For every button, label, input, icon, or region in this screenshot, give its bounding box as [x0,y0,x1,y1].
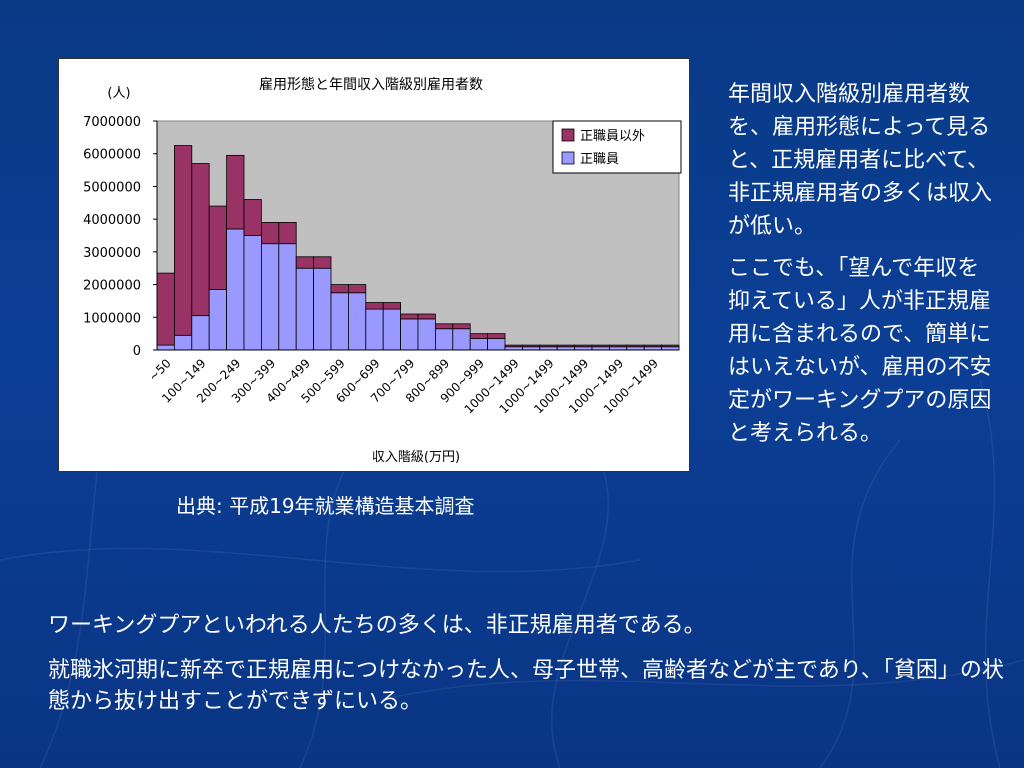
side-paragraph-2: ここでも、「望んで年収を抑えている」人が非正規雇用に含まれるので、簡単にはいえな… [728,256,992,446]
bar-regular [452,328,471,351]
bar-non-regular [243,199,262,236]
y-tick-label: 6000000 [83,148,141,163]
x-tick-label: ~50 [146,356,174,384]
bar-non-regular [626,344,645,348]
bar-regular [191,315,210,351]
bottom-paragraph-1: ワーキングプアといわれる人たちの多くは、非正規雇用者である。 [48,613,706,638]
bar-regular [243,235,262,351]
source-citation: 出典: 平成19年就業構造基本調査 [176,494,475,518]
legend-swatch [561,151,575,165]
bar-regular [156,344,175,351]
bottom-paragraph-2: 就職氷河期に新卒で正規雇用につけなかった人、母子世帯、高齢者などが主であり、「貧… [48,658,1004,714]
bar-regular [434,328,454,351]
bar-regular [382,308,402,351]
side-paragraph-1: 年間収入階級別雇用者数を、雇用形態によって見ると、正規雇用者に比べて、非正規雇用… [728,82,993,239]
y-tick-label: 3000000 [83,246,141,261]
bar-non-regular [487,333,506,339]
bar-non-regular [208,205,227,290]
bar-non-regular [226,154,245,230]
bar-non-regular [643,344,663,348]
bar-non-regular [260,222,280,245]
bar-regular [295,267,314,351]
bar-regular [278,243,297,351]
bar-non-regular [452,323,471,330]
bar-non-regular [313,256,332,269]
chart-panel: 雇用形態と年間収入階級別雇用者数 (人) 収入階級(万円) 7000000 600… [58,58,690,472]
legend-label: 正職員 [580,152,619,167]
bar-regular [226,228,245,351]
bar-regular [469,338,489,351]
stacked-bar-chart: 雇用形態と年間収入階級別雇用者数 (人) 収入階級(万円) 7000000 600… [83,76,682,465]
y-tick-label: 1000000 [83,311,141,326]
bar-non-regular [609,344,628,348]
bar-regular [487,338,506,351]
y-tick-label: 0 [133,344,141,359]
bar-non-regular [556,344,576,348]
bar-regular [347,292,367,351]
y-tick-label: 5000000 [83,180,141,195]
chart-title: 雇用形態と年間収入階級別雇用者数 [259,76,483,93]
bar-non-regular [521,344,541,348]
bar-regular [260,243,280,351]
bar-regular [400,318,419,351]
bar-non-regular [434,323,454,330]
bar-non-regular [504,344,523,348]
bar-non-regular [295,256,314,269]
bar-non-regular [539,344,558,348]
y-tick-label: 2000000 [83,279,141,294]
bar-non-regular [591,344,610,348]
legend-swatch [561,128,575,142]
bottom-commentary: ワーキングプアといわれる人たちの多くは、非正規雇用者である。 就職氷河期に新卒で… [48,610,1008,731]
x-axis-label: 収入階級(万円) [372,450,460,465]
y-tick-label: 7000000 [83,115,141,130]
bar-non-regular [365,302,384,310]
bar-regular [313,267,332,351]
y-axis-unit-label: (人) [107,86,130,101]
bar-regular [417,318,436,351]
bar-regular [365,308,384,351]
bar-non-regular [469,333,489,339]
legend-label: 正職員以外 [580,129,645,144]
y-tick-label: 4000000 [83,213,141,228]
bar-non-regular [156,272,175,346]
bar-regular [174,334,193,351]
bar-regular [330,292,349,351]
bar-non-regular [347,284,367,294]
bar-regular [208,289,227,351]
bar-non-regular [191,163,210,317]
bar-non-regular [174,145,193,336]
bar-non-regular [382,302,402,310]
bar-non-regular [330,284,349,294]
bar-non-regular [661,344,680,348]
bar-non-regular [417,313,436,320]
bar-non-regular [574,344,593,348]
bar-non-regular [278,222,297,245]
bar-non-regular [400,313,419,320]
side-commentary: 年間収入階級別雇用者数を、雇用形態によって見ると、正規雇用者に比べて、非正規雇用… [728,78,998,459]
